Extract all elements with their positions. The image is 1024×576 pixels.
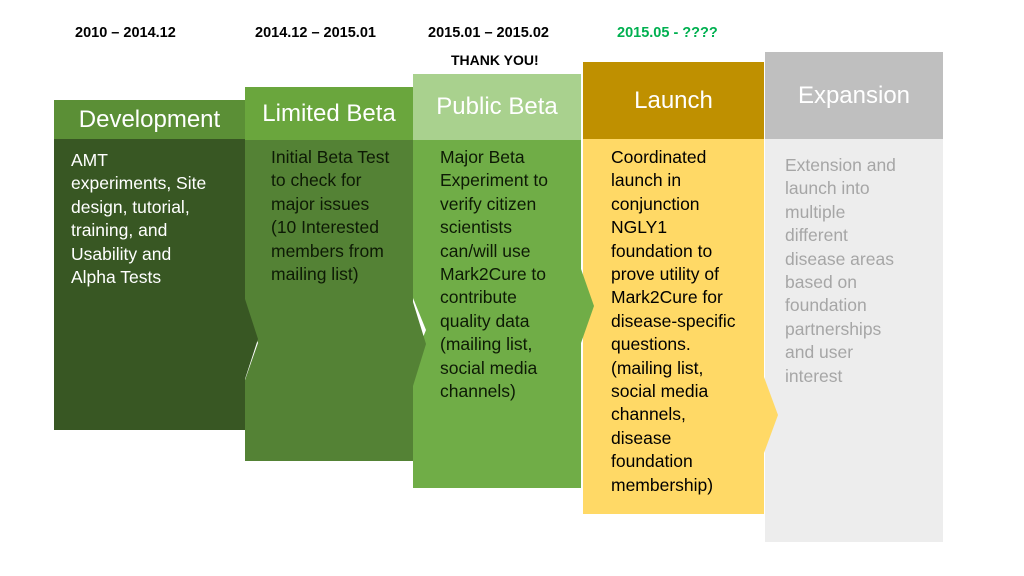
stage-public-beta-header: Public Beta — [413, 74, 581, 140]
stage-public-beta-title: Public Beta — [436, 93, 558, 120]
stage-limited-beta: Limited Beta Initial Beta Test to check … — [245, 87, 426, 461]
stage-public-beta-body — [413, 140, 594, 488]
stage-launch-description: Coordinated launch in conjunction NGLY1 … — [611, 147, 736, 495]
stage-public-beta-description: Major Beta Experiment to verify citizen … — [440, 147, 548, 402]
stage-development-header: Development — [54, 100, 245, 139]
stage-limited-beta-title: Limited Beta — [262, 99, 396, 127]
stage-expansion-body — [765, 139, 943, 542]
stage-development-description: AMT experiments, Site design, tutorial, … — [71, 150, 207, 288]
stage-development-body — [54, 139, 258, 430]
stage-expansion-title: Expansion — [797, 81, 911, 109]
stage-expansion: Expansion Extension and launch into mult… — [765, 52, 943, 542]
stage-public-beta: Public Beta Major Beta Experiment to ver… — [413, 74, 594, 488]
stage-launch-body — [583, 139, 778, 514]
stage-4-date: 2015.05 - ???? — [617, 25, 718, 41]
stage-limited-beta-description: Initial Beta Test to check for major iss… — [271, 147, 390, 285]
thank-you-note: THANK YOU! — [451, 52, 539, 68]
stage-expansion-description: Extension and launch into multiple diffe… — [785, 155, 896, 386]
stage-1-date: 2010 – 2014.12 — [75, 25, 176, 41]
stage-launch-header: Launch — [583, 62, 764, 139]
stage-limited-beta-header: Limited Beta — [245, 87, 413, 140]
stage-development: Development AMT experiments, Site design… — [54, 100, 258, 430]
stage-launch-title: Launch — [634, 86, 713, 114]
stage-development-title: Development — [78, 105, 221, 133]
stage-limited-beta-body — [245, 140, 426, 461]
stage-expansion-header: Expansion — [765, 52, 943, 139]
stage-launch: Launch Coordinated launch in conjunction… — [583, 62, 778, 514]
stage-3-date: 2015.01 – 2015.02 — [428, 25, 549, 41]
stage-2-date: 2014.12 – 2015.01 — [255, 25, 376, 41]
